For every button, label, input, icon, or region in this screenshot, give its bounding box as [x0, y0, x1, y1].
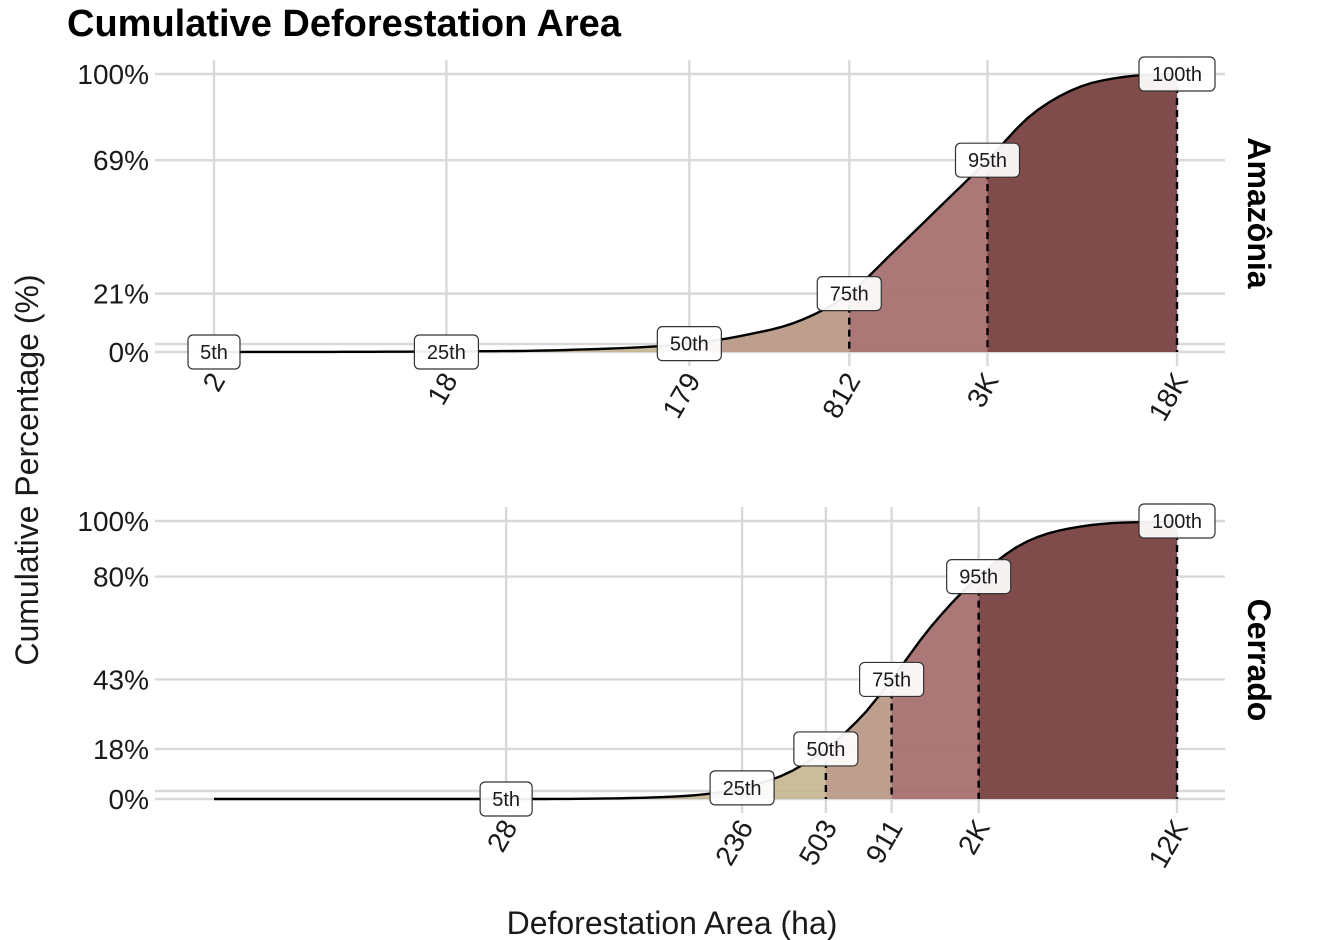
percentile-label-text: 50th: [670, 334, 709, 356]
x-tick-label: 2K: [952, 814, 996, 859]
x-tick-label: 28: [481, 815, 523, 857]
cumulative-curve: [214, 519, 1178, 801]
y-tick-label: 100%: [77, 59, 149, 90]
y-tick-label: 0%: [109, 784, 149, 815]
percentile-label-box: [1138, 503, 1216, 539]
x-tick-labels: 2 18 179 812 3K 18K: [197, 367, 1195, 426]
band-50-75: [825, 679, 892, 799]
y-tick-label: 100%: [77, 506, 149, 537]
percentile-label-box: [187, 334, 241, 370]
facet-label-cerrado: Cerrado: [1241, 599, 1277, 722]
percentile-label-box: [479, 781, 533, 817]
percentile-markers: [824, 521, 1179, 799]
percentile-label-text: 25th: [723, 778, 762, 800]
band-50-75: [689, 293, 850, 352]
percentile-label-text: 100th: [1152, 511, 1202, 533]
x-tick-label: 911: [860, 815, 909, 869]
percentile-label-25th: 25th: [413, 334, 479, 370]
x-tick-label: 812: [816, 368, 866, 424]
percentile-label-text: 25th: [427, 342, 466, 364]
percentile-label-text: 5th: [492, 789, 520, 811]
percentile-label-box: [816, 276, 882, 312]
x-tick-labels: 28 236 503 911 2K 12K: [481, 814, 1194, 873]
x-tick-label: 236: [709, 815, 759, 871]
percentile-label-text: 75th: [872, 669, 911, 691]
y-tick-labels: 100% 80% 43% 18% 0%: [77, 506, 149, 815]
percentile-labels: 5th 25th 50th 75th 95th 100th: [187, 56, 1216, 370]
percentile-label-text: 50th: [806, 739, 845, 761]
percentile-markers: [848, 74, 1179, 352]
facet-label-amaznia: Amazônia: [1241, 137, 1277, 288]
percentile-label-box: [946, 558, 1012, 595]
y-tick-label: 69%: [93, 145, 149, 176]
x-tick-label: 3K: [961, 367, 1005, 412]
percentile-label-text: 75th: [830, 284, 869, 306]
percentile-label-75th: 75th: [816, 276, 882, 312]
percentile-label-5th: 5th: [187, 334, 241, 370]
x-tick-label: 12K: [1142, 814, 1194, 873]
panel-amaznia: 5th 25th 50th 75th 95th 100th 100% 69% 21% 0% 2 18 1…: [77, 56, 1277, 426]
percentile-label-box: [413, 334, 479, 370]
percentile-label-100th: 100th: [1138, 56, 1216, 92]
percentile-label-95th: 95th: [954, 142, 1021, 178]
y-tick-label: 43%: [93, 664, 149, 695]
percentile-bands: [214, 521, 1177, 799]
percentile-label-95th: 95th: [946, 558, 1012, 595]
percentile-label-50th: 50th: [656, 326, 722, 362]
band-75-95: [849, 160, 988, 352]
y-tick-label: 18%: [93, 734, 149, 765]
percentile-label-box: [954, 142, 1021, 178]
percentile-label-5th: 5th: [479, 781, 533, 817]
percentile-label-box: [859, 661, 925, 698]
panel-cerrado: 5th 25th 50th 75th 95th 100th 100% 80% 43% 18% 0% 2…: [77, 503, 1277, 873]
x-tick-label: 18K: [1142, 367, 1194, 426]
percentile-label-text: 95th: [959, 567, 998, 589]
x-tick-label: 179: [656, 368, 706, 424]
x-tick-label: 503: [793, 815, 843, 871]
x-axis-title: Deforestation Area (ha): [507, 905, 838, 940]
percentile-label-100th: 100th: [1138, 503, 1216, 539]
x-tick-label: 18: [421, 368, 463, 410]
percentile-label-box: [793, 731, 859, 767]
percentile-label-25th: 25th: [709, 770, 775, 806]
percentile-labels: 5th 25th 50th 75th 95th 100th: [479, 503, 1216, 817]
percentile-bands: [214, 74, 1177, 352]
y-tick-label: 0%: [109, 337, 149, 368]
percentile-label-text: 95th: [968, 150, 1007, 172]
y-axis-title: Cumulative Percentage (%): [9, 274, 45, 665]
y-tick-label: 80%: [93, 562, 149, 593]
percentile-label-50th: 50th: [793, 731, 859, 767]
x-tick-label: 2: [197, 368, 232, 397]
y-tick-label: 21%: [93, 279, 149, 310]
percentile-label-box: [1138, 56, 1216, 92]
band-95-100: [978, 521, 1177, 799]
percentile-label-box: [656, 326, 722, 362]
band-95-100: [987, 74, 1177, 352]
percentile-label-75th: 75th: [859, 661, 925, 698]
panels: 5th 25th 50th 75th 95th 100th 100% 69% 21% 0% 2 18 1…: [77, 56, 1277, 873]
percentile-label-text: 100th: [1152, 64, 1202, 86]
percentile-label-box: [709, 770, 775, 806]
percentile-label-text: 5th: [200, 342, 228, 364]
chart-title: Cumulative Deforestation Area: [67, 3, 622, 45]
y-tick-labels: 100% 69% 21% 0%: [77, 59, 149, 368]
band-75-95: [891, 576, 979, 799]
